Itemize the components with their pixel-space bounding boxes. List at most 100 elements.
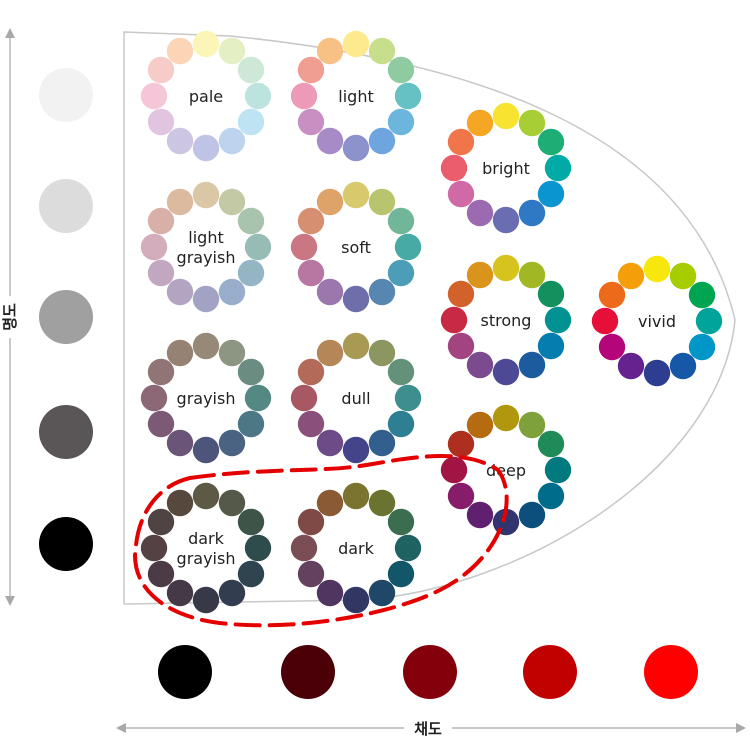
hue-dot: [316, 127, 344, 155]
hue-dot: [544, 306, 572, 334]
lightness-axis-label: 명도: [1, 303, 19, 331]
hue-dot: [237, 358, 265, 386]
hue-dot: [342, 482, 370, 510]
hue-dot: [537, 430, 565, 458]
hue-dot: [440, 154, 468, 182]
hue-dot: [140, 82, 168, 110]
hue-dot: [688, 281, 716, 309]
hue-dot: [218, 429, 246, 457]
hue-dot: [166, 339, 194, 367]
hue-dot: [297, 508, 325, 536]
tone-wheel-strong: strong: [440, 254, 572, 386]
hue-dot: [440, 306, 468, 334]
tone-label: soft: [341, 238, 371, 257]
hue-dot: [297, 410, 325, 438]
hue-dot: [244, 384, 272, 412]
tone-wheel-deep: deep: [440, 404, 572, 536]
lightness-swatch: [39, 517, 93, 571]
hue-dot: [387, 410, 415, 438]
hue-dot: [244, 82, 272, 110]
hue-dot: [297, 259, 325, 287]
hue-dot: [368, 127, 396, 155]
hue-dot: [466, 351, 494, 379]
hue-dot: [466, 411, 494, 439]
hue-dot: [598, 281, 626, 309]
hue-dot: [316, 339, 344, 367]
tone-wheel-soft: soft: [290, 181, 422, 313]
hue-dot: [192, 181, 220, 209]
hue-dot: [466, 199, 494, 227]
lightness-scale: [39, 68, 93, 571]
saturation-swatch: [403, 645, 457, 699]
hue-dot: [147, 358, 175, 386]
tone-wheel-dark: dark: [290, 482, 422, 614]
tone-label: grayish: [177, 248, 236, 267]
hue-dot: [297, 207, 325, 235]
hue-dot: [166, 127, 194, 155]
hue-dot: [598, 333, 626, 361]
hue-dot: [237, 207, 265, 235]
hue-dot: [342, 30, 370, 58]
hue-dot: [297, 358, 325, 386]
hue-dot: [440, 456, 468, 484]
hue-dot: [316, 579, 344, 607]
hue-dot: [192, 482, 220, 510]
hue-dot: [218, 188, 246, 216]
hue-dot: [297, 56, 325, 84]
hue-dot: [237, 56, 265, 84]
hue-dot: [695, 307, 723, 335]
hue-dot: [466, 501, 494, 529]
hue-dot: [147, 259, 175, 287]
hue-dot: [492, 404, 520, 432]
hue-dot: [290, 384, 318, 412]
hue-dot: [394, 534, 422, 562]
hue-dot: [342, 181, 370, 209]
hue-dot: [237, 410, 265, 438]
tone-label: dark: [188, 529, 225, 548]
hue-dot: [387, 358, 415, 386]
tone-label: pale: [189, 87, 223, 106]
hue-dot: [316, 37, 344, 65]
hue-dot: [237, 508, 265, 536]
hue-dot: [394, 384, 422, 412]
lightness-swatch: [39, 405, 93, 459]
tone-wheel-vivid: vivid: [591, 255, 723, 387]
lightness-swatch: [39, 68, 93, 122]
hue-dot: [617, 352, 645, 380]
hue-dot: [537, 180, 565, 208]
hue-dot: [237, 259, 265, 287]
tone-label: grayish: [177, 549, 236, 568]
hue-dot: [518, 199, 546, 227]
hue-dot: [290, 82, 318, 110]
hue-dot: [617, 262, 645, 290]
hue-dot: [218, 339, 246, 367]
hue-dot: [537, 280, 565, 308]
hue-dot: [394, 233, 422, 261]
hue-dot: [342, 285, 370, 313]
hue-dot: [688, 333, 716, 361]
hue-dot: [316, 429, 344, 457]
saturation-swatch: [158, 645, 212, 699]
hue-dot: [447, 482, 475, 510]
hue-dot: [447, 430, 475, 458]
lightness-swatch: [39, 290, 93, 344]
hue-dot: [643, 255, 671, 283]
hue-dot: [342, 134, 370, 162]
hue-dot: [140, 233, 168, 261]
hue-dot: [218, 489, 246, 517]
tone-label: dark: [338, 539, 375, 558]
hue-dot: [192, 332, 220, 360]
dark-tones-highlight: [133, 454, 509, 628]
saturation-swatch: [281, 645, 335, 699]
tone-label: light: [188, 228, 223, 247]
hue-dot: [492, 206, 520, 234]
hue-dot: [643, 359, 671, 387]
tone-wheel-pale: pale: [140, 30, 272, 162]
hue-dot: [316, 489, 344, 517]
hue-dot: [166, 489, 194, 517]
